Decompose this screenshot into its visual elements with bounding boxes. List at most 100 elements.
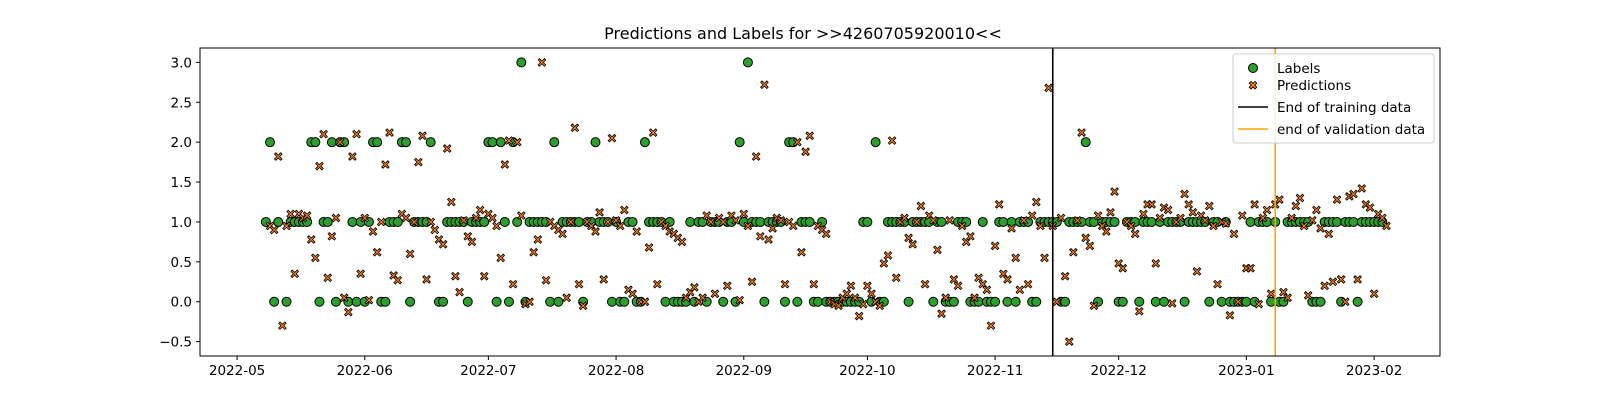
label-point: [1150, 296, 1161, 307]
prediction-point: [1101, 227, 1111, 236]
prediction-point: [393, 275, 403, 285]
prediction-point: [891, 273, 901, 283]
prediction-point: [451, 271, 460, 281]
prediction-point: [970, 293, 979, 303]
prediction-point: [401, 213, 411, 223]
label-point: [281, 296, 292, 307]
prediction-point: [409, 217, 419, 227]
prediction-point: [1130, 229, 1140, 239]
label-point: [936, 216, 947, 227]
label-point: [269, 296, 280, 307]
prediction-point: [1011, 253, 1021, 263]
label-point: [792, 296, 803, 307]
prediction-point: [867, 289, 876, 299]
prediction-point: [1151, 259, 1161, 268]
label-point: [977, 216, 988, 227]
prediction-point: [1056, 213, 1066, 223]
prediction-point: [928, 215, 938, 225]
label-point: [660, 296, 671, 307]
prediction-point: [1283, 293, 1292, 303]
prediction-point: [310, 253, 320, 263]
label-point: [1158, 296, 1169, 307]
prediction-point: [780, 279, 790, 289]
prediction-point: [797, 247, 806, 257]
x-tick-label: 2022-12: [1090, 363, 1146, 379]
prediction-point: [1073, 215, 1082, 225]
prediction-point: [306, 235, 316, 244]
prediction-point: [858, 299, 868, 309]
prediction-point: [908, 239, 918, 249]
prediction-point: [1365, 203, 1375, 212]
prediction-point: [883, 251, 893, 260]
prediction-point: [854, 311, 864, 321]
prediction-point: [1089, 301, 1099, 311]
y-tick-label: 1.5: [171, 175, 192, 191]
legend: Labels Predictions End of training data …: [1232, 53, 1435, 144]
legend-validation-text: end of validation data: [1277, 122, 1425, 138]
prediction-point: [842, 289, 852, 299]
prediction-point: [541, 275, 551, 285]
prediction-point: [492, 221, 501, 231]
x-tick-label: 2023-01: [1218, 363, 1274, 379]
prediction-point: [788, 221, 798, 231]
prediction-point: [710, 289, 720, 299]
prediction-point: [689, 283, 699, 292]
prediction-point: [735, 295, 745, 305]
label-point: [1204, 296, 1215, 307]
x-tick-label: 2023-02: [1346, 363, 1402, 379]
label-point: [1352, 296, 1363, 307]
label-point: [495, 137, 506, 148]
prediction-point: [722, 281, 732, 291]
prediction-point: [953, 281, 963, 291]
prediction-point: [1291, 201, 1301, 211]
prediction-point: [430, 225, 440, 235]
prediction-point: [900, 213, 909, 223]
label-point: [503, 296, 514, 307]
label-point: [1332, 216, 1343, 227]
legend-predictions-text: Predictions: [1277, 78, 1351, 94]
label-point: [574, 216, 585, 227]
prediction-point: [776, 215, 786, 225]
label-point: [265, 137, 276, 148]
prediction-point: [739, 209, 749, 219]
prediction-point: [652, 279, 662, 289]
legend-box: [1232, 53, 1435, 144]
prediction-point: [957, 221, 967, 231]
prediction-point: [1237, 211, 1247, 220]
prediction-point: [360, 213, 370, 223]
prediction-point: [640, 297, 650, 307]
label-point: [273, 216, 284, 227]
plot-frame: [199, 47, 1441, 357]
label-point: [1109, 216, 1120, 227]
prediction-point: [1262, 205, 1272, 215]
prediction-point: [1287, 213, 1297, 223]
x-tick-label: 2022-11: [967, 363, 1023, 379]
prediction-point: [1180, 189, 1189, 199]
y-tick-label: 0.5: [171, 255, 192, 271]
y-tick-label: −0.5: [159, 335, 192, 351]
prediction-point: [331, 213, 341, 223]
prediction-point: [1139, 209, 1148, 219]
x-tick-label: 2022-05: [209, 363, 265, 379]
x-tick-label: 2022-06: [337, 363, 393, 379]
label-point: [619, 296, 630, 307]
prediction-point: [562, 293, 572, 303]
prediction-point: [1336, 275, 1346, 284]
label-point: [759, 296, 770, 307]
label-point: [639, 137, 650, 148]
prediction-point: [529, 247, 539, 257]
x-tick-label: 2022-10: [839, 363, 895, 379]
prediction-point: [743, 221, 753, 231]
prediction-point: [381, 160, 390, 169]
prediction-point: [706, 217, 716, 227]
prediction-point: [751, 152, 761, 161]
prediction-point: [702, 211, 712, 220]
label-point: [779, 296, 790, 307]
prediction-point: [1134, 306, 1144, 316]
label-point: [948, 296, 959, 307]
prediction-point: [455, 287, 464, 297]
prediction-point: [1126, 221, 1136, 231]
prediction-point: [1357, 184, 1367, 193]
prediction-point: [438, 239, 448, 249]
prediction-point: [1316, 223, 1325, 233]
